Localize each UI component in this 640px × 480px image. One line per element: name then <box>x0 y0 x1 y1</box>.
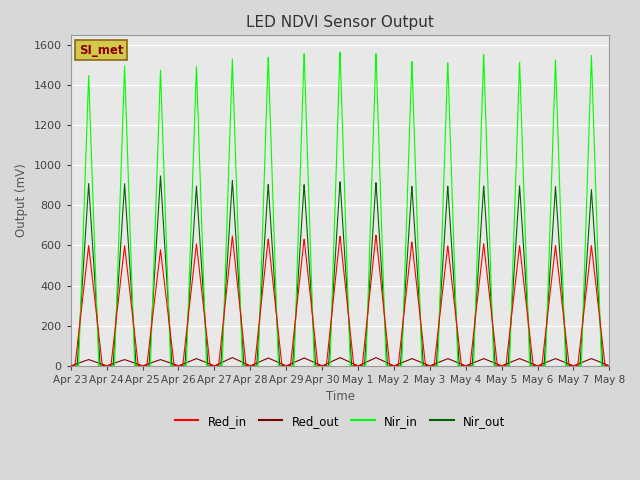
X-axis label: Time: Time <box>326 390 355 403</box>
Text: SI_met: SI_met <box>79 44 124 57</box>
Title: LED NDVI Sensor Output: LED NDVI Sensor Output <box>246 15 434 30</box>
Legend: Red_in, Red_out, Nir_in, Nir_out: Red_in, Red_out, Nir_in, Nir_out <box>170 410 510 432</box>
Y-axis label: Output (mV): Output (mV) <box>15 164 28 237</box>
